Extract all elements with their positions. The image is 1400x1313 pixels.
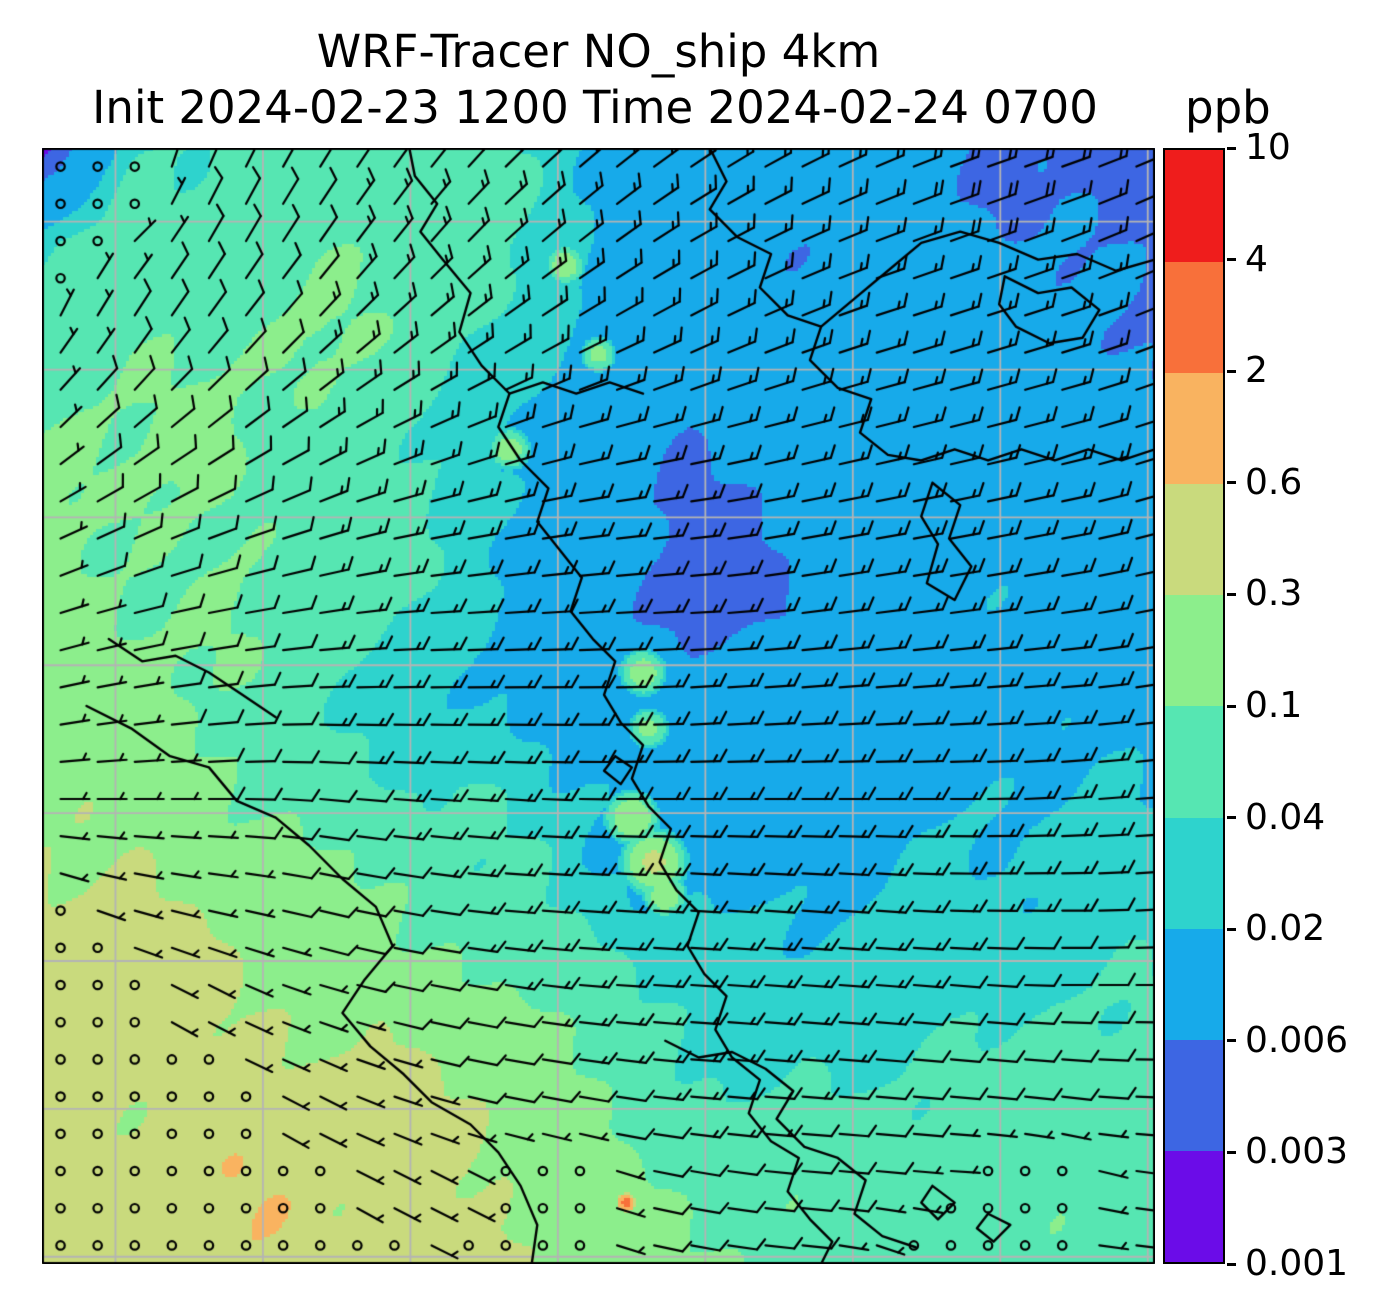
colorbar-tick-mark (1227, 369, 1236, 373)
colorbar-tick-mark (1227, 1150, 1236, 1154)
colorbar-tick-label: 10 (1245, 127, 1291, 168)
colorbar-segment (1165, 483, 1223, 596)
colorbar-ticks: 10 4 2 0.6 0.3 0.1 0.04 0.02 0.006 0.003 0.001 (1227, 127, 1397, 1284)
chart-title: WRF-Tracer NO_ship 4km (316, 25, 881, 78)
colorbar-tick-mark (1227, 258, 1236, 262)
colorbar-tick-label: 2 (1245, 350, 1268, 392)
colorbar-tick-mark (1227, 1039, 1236, 1043)
colorbar-segment (1165, 1039, 1223, 1152)
colorbar-segment (1165, 594, 1223, 707)
colorbar-tick-label: 4 (1245, 238, 1268, 280)
colorbar-tick-label: 0.6 (1245, 461, 1303, 503)
chart-subtitle: Init 2024-02-23 1200 Time 2024-02-24 070… (92, 81, 1098, 134)
colorbar-segment (1165, 817, 1223, 929)
colorbar-tick-mark (1227, 704, 1236, 708)
colorbar-tick-mark (1227, 927, 1236, 931)
colorbar-tick-label: 0.003 (1245, 1131, 1349, 1173)
colorbar-unit-label: ppb (1185, 81, 1271, 134)
colorbar-segment (1165, 706, 1223, 818)
colorbar-tick-label: 0.3 (1245, 573, 1303, 615)
colorbar-tick-mark (1227, 816, 1236, 820)
colorbar-segment (1165, 372, 1223, 485)
map-plot-area (42, 148, 1155, 1264)
colorbar (1163, 148, 1225, 1264)
colorbar-segment (1165, 261, 1223, 373)
colorbar-segment (1165, 150, 1223, 262)
colorbar-tick-label: 0.02 (1245, 908, 1326, 950)
colorbar-tick-mark (1227, 1262, 1236, 1266)
colorbar-tick-mark (1227, 146, 1236, 150)
colorbar-segment (1165, 928, 1223, 1041)
colorbar-tick-label: 0.006 (1245, 1019, 1349, 1061)
colorbar-tick-mark (1227, 481, 1236, 485)
colorbar-tick-label: 0.1 (1245, 685, 1303, 726)
colorbar-segment (1165, 1150, 1223, 1263)
colorbar-tick-mark (1227, 592, 1236, 596)
colorbar-tick-label: 0.04 (1245, 796, 1326, 838)
map-canvas (42, 148, 1155, 1264)
colorbar-tick-label: 0.001 (1245, 1243, 1349, 1284)
